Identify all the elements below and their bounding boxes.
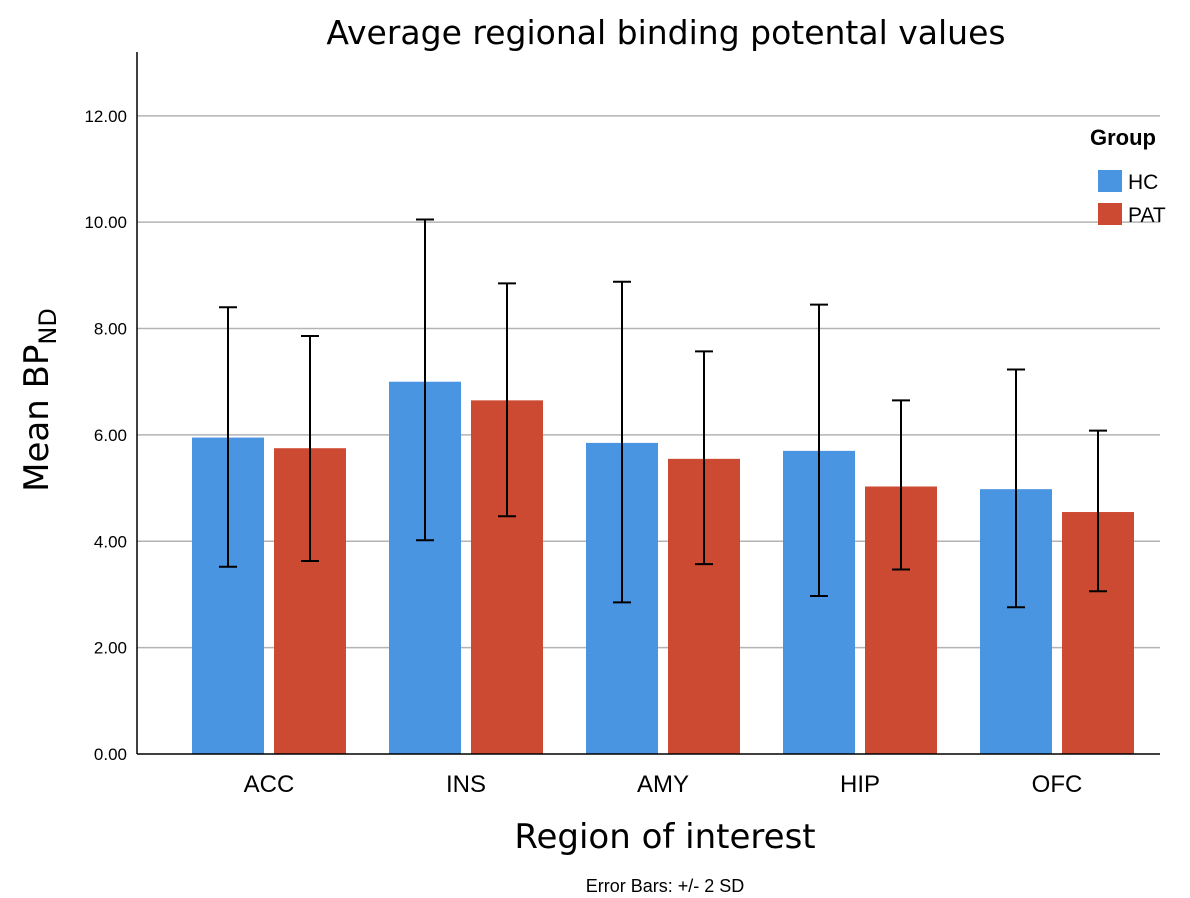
error-bar-pat-amy (695, 350, 713, 566)
legend-swatch-pat (1098, 203, 1122, 225)
error-bars (219, 218, 1107, 609)
legend: Group HC PAT (1090, 125, 1166, 227)
x-tick-label: HIP (840, 771, 880, 798)
y-tick-label: 10.00 (84, 213, 127, 232)
bars (192, 381, 1134, 754)
y-tick-label: 6.00 (94, 426, 127, 445)
x-tick-label: OFC (1032, 771, 1083, 798)
error-bar-hc-ins (416, 218, 434, 542)
y-tick-label: 0.00 (94, 745, 127, 764)
legend-label-hc: HC (1128, 171, 1158, 194)
error-bar-hc-hip (810, 303, 828, 598)
y-axis-title: Mean BPND (17, 308, 62, 492)
axes (136, 52, 1160, 755)
x-tick-label: INS (446, 771, 486, 798)
error-bars-note: Error Bars: +/- 2 SD (586, 876, 745, 896)
legend-title: Group (1090, 125, 1156, 150)
legend-label-pat: PAT (1128, 204, 1166, 227)
x-tick-labels: ACC INS AMY HIP OFC (244, 771, 1083, 798)
y-tick-labels: 0.00 2.00 4.00 6.00 8.00 10.00 12.00 (84, 107, 127, 764)
legend-swatch-hc (1098, 170, 1122, 192)
error-bar-hc-amy (613, 280, 631, 604)
y-tick-label: 8.00 (94, 320, 127, 339)
error-bar-hc-acc (219, 306, 237, 568)
error-bar-pat-acc (301, 334, 319, 562)
x-tick-label: AMY (637, 771, 689, 798)
error-bar-pat-hip (892, 399, 910, 571)
chart-title: Average regional binding potental values (326, 13, 1005, 52)
x-tick-label: ACC (244, 771, 295, 798)
error-bar-hc-ofc (1007, 368, 1025, 609)
y-tick-label: 4.00 (94, 532, 127, 551)
y-tick-label: 12.00 (84, 107, 127, 126)
error-bar-pat-ins (498, 282, 516, 518)
x-axis-title: Region of interest (514, 817, 815, 857)
error-bar-pat-ofc (1089, 429, 1107, 593)
y-tick-label: 2.00 (94, 639, 127, 658)
y-axis-title-subscript: ND (34, 308, 62, 344)
